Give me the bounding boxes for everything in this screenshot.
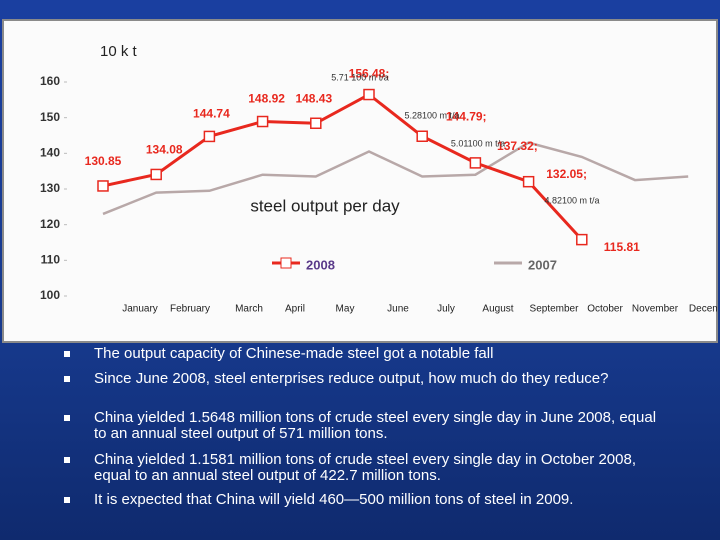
legend-label: 2008 (306, 257, 335, 272)
point-marker (522, 175, 535, 188)
legend-label: 2007 (528, 257, 557, 272)
value-label: 156.48; (349, 67, 390, 81)
legend-marker (280, 257, 292, 269)
x-tick-label: February (170, 304, 210, 315)
annotation: 4.82100 m t/a (544, 195, 599, 205)
annotation: 5.01100 m t/a (451, 138, 505, 148)
x-tick-label: October (587, 304, 623, 315)
bullet-text: China yielded 1.1581 million tons of cru… (94, 451, 636, 484)
chart: 10 k t 100 110 120 130 140 150 160 January Februa… (2, 19, 720, 343)
bullet: China yielded 1.5648 million tons of cru… (64, 410, 664, 442)
point-marker (310, 117, 322, 130)
y-tick-label: 100 (40, 288, 60, 302)
point-marker (256, 115, 269, 128)
point-marker (469, 157, 482, 169)
y-tick-label: 160 (40, 74, 60, 88)
value-label: 130.85 (85, 154, 122, 168)
bullet-marker (64, 497, 70, 503)
bullet-text: The output capacity of Chinese-made stee… (94, 345, 494, 362)
x-tick-label: March (235, 304, 263, 315)
bullet-text: It is expected that China will yield 460… (94, 491, 574, 508)
x-tick-label: December (689, 304, 720, 315)
series-line (102, 92, 583, 241)
y-tick-label: 130 (40, 181, 60, 195)
point-marker (150, 168, 162, 181)
x-tick-label: September (530, 304, 580, 315)
value-label: 132.05; (546, 167, 587, 181)
y-tick-label: 110 (41, 253, 61, 267)
point-marker (97, 180, 109, 192)
point-marker (576, 233, 588, 246)
value-label: 144.74 (193, 107, 230, 121)
point-marker (416, 130, 428, 142)
bullet: Since June 2008, steel enterprises reduc… (64, 371, 664, 387)
value-label: 144.79; (446, 109, 487, 123)
bullet: It is expected that China will yield 460… (64, 492, 664, 508)
annotation: steel output per day (250, 196, 400, 215)
point-marker (203, 130, 216, 143)
x-tick-label: January (122, 304, 158, 315)
bullet-marker (64, 415, 70, 421)
bullet-marker (64, 351, 70, 357)
bullet-text: Since June 2008, steel enterprises reduc… (94, 370, 609, 387)
bullet-text: China yielded 1.5648 million tons of cru… (94, 409, 657, 442)
series-line (102, 141, 689, 216)
value-label: 148.92 (248, 92, 285, 106)
value-label: 134.08 (146, 143, 183, 157)
unit-label: 10 k t (100, 43, 138, 60)
annotation: 5.28100 m t/a (404, 110, 459, 120)
bullet: China yielded 1.1581 million tons of cru… (64, 452, 664, 484)
x-tick-label: July (437, 304, 455, 315)
bullet-marker (64, 376, 70, 382)
y-tick-label: 140 (40, 146, 60, 160)
value-label: 115.81 (604, 240, 640, 254)
bullet-marker (64, 457, 70, 463)
y-tick-label: 150 (40, 110, 60, 124)
x-tick-label: June (387, 304, 409, 315)
x-tick-label: May (336, 304, 355, 315)
x-tick-label: August (482, 304, 513, 315)
bullet: The output capacity of Chinese-made stee… (64, 346, 664, 362)
point-marker (363, 88, 375, 101)
y-tick-label: 120 (40, 217, 60, 231)
plot: 10 k t 100 110 120 130 140 150 160 January Februa… (40, 43, 720, 315)
x-tick-label: April (285, 304, 305, 315)
annotation: 5.71 100 m t/a (331, 72, 389, 82)
value-label: 148.43 (295, 91, 332, 105)
x-tick-label: November (632, 304, 679, 315)
value-label: 137.32; (497, 139, 538, 153)
